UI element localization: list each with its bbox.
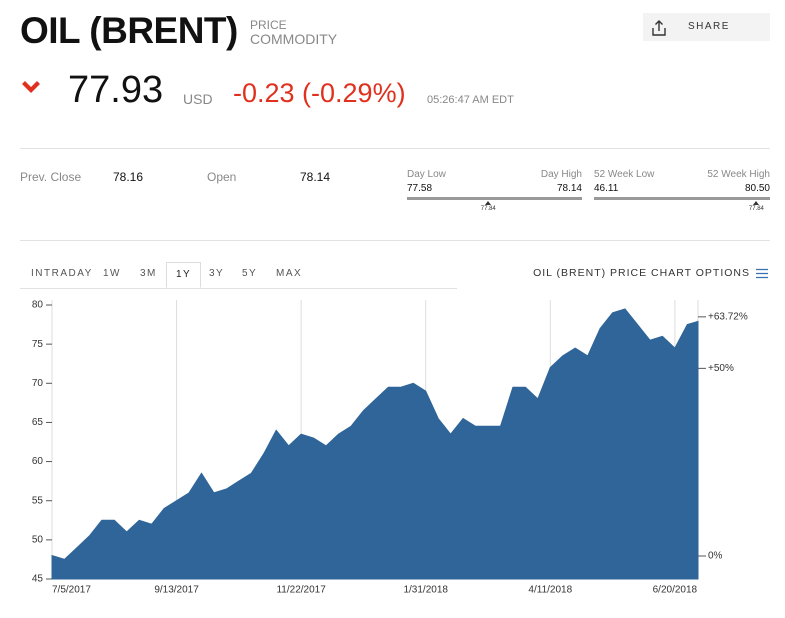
time: 05:26:47 AM EDT xyxy=(427,94,514,106)
range-low: 77.58 xyxy=(407,183,433,194)
tab[interactable]: INTRADAY xyxy=(31,268,93,279)
range-marker xyxy=(485,201,492,205)
x-tick-label: 11/22/2017 xyxy=(276,585,326,596)
tab[interactable]: MAX xyxy=(276,268,303,279)
range-bar xyxy=(407,197,582,200)
price: 77.93 xyxy=(68,69,164,111)
x-tick-label: 6/20/2018 xyxy=(653,585,698,596)
x-tick-label: 1/31/2018 xyxy=(403,585,448,596)
tab[interactable]: 1W xyxy=(103,268,121,279)
type-label: PRICE xyxy=(250,18,287,32)
divider xyxy=(20,240,770,241)
menu-icon[interactable] xyxy=(756,268,769,279)
y-tick-label: 65 xyxy=(32,417,44,428)
y-tick-label: 50 xyxy=(32,534,44,545)
y-tick-label: 75 xyxy=(32,339,44,350)
range-low: 46.11 xyxy=(594,183,619,194)
x-tick-label: 4/11/2018 xyxy=(528,585,572,596)
y2-tick-label: 0% xyxy=(708,551,723,562)
y-tick-label: 60 xyxy=(32,456,44,467)
subtype-label: COMMODITY xyxy=(250,31,338,47)
x-tick-label: 9/13/2017 xyxy=(154,585,199,596)
prev-close-label: Prev. Close xyxy=(20,170,82,184)
open-label: Open xyxy=(207,170,237,184)
tab[interactable]: 1Y xyxy=(166,262,202,288)
tab[interactable]: 3Y xyxy=(209,268,225,279)
range-high: 78.14 xyxy=(556,183,582,194)
y-tick-label: 80 xyxy=(32,300,44,311)
title: OIL (BRENT) xyxy=(20,10,238,51)
y-tick-label: 45 xyxy=(32,574,44,585)
range-high-label: Day High xyxy=(540,169,582,180)
chart-options[interactable]: OIL (BRENT) PRICE CHART OPTIONS xyxy=(533,267,750,279)
y2-tick-label: +63.72% xyxy=(708,311,748,322)
down-arrow xyxy=(22,81,40,93)
y-tick-label: 55 xyxy=(32,495,44,506)
range-high: 80.50 xyxy=(744,183,770,194)
currency: USD xyxy=(183,91,213,107)
area xyxy=(51,308,699,580)
range-marker xyxy=(753,201,760,205)
x-tick-label: 7/5/2017 xyxy=(52,585,91,596)
tab[interactable]: 5Y xyxy=(242,268,258,279)
range-low-label: Day Low xyxy=(407,169,446,180)
range-high-label: 52 Week High xyxy=(707,169,770,180)
share-label: SHARE xyxy=(688,21,730,32)
change: -0.23 (-0.29%) xyxy=(233,78,406,108)
y2-tick-label: +50% xyxy=(708,363,734,374)
prev-close: 78.16 xyxy=(113,170,144,184)
range-low-label: 52 Week Low xyxy=(594,169,655,180)
range-current: 77.84 xyxy=(748,206,764,212)
open: 78.14 xyxy=(300,170,331,184)
tab[interactable]: 3M xyxy=(140,268,157,279)
share-button[interactable]: SHARE xyxy=(643,13,770,41)
divider xyxy=(20,148,770,149)
divider xyxy=(20,288,457,289)
range-bar xyxy=(594,197,770,200)
y-tick-label: 70 xyxy=(32,378,44,389)
share-icon xyxy=(652,20,666,36)
range-current: 77.84 xyxy=(480,206,496,212)
